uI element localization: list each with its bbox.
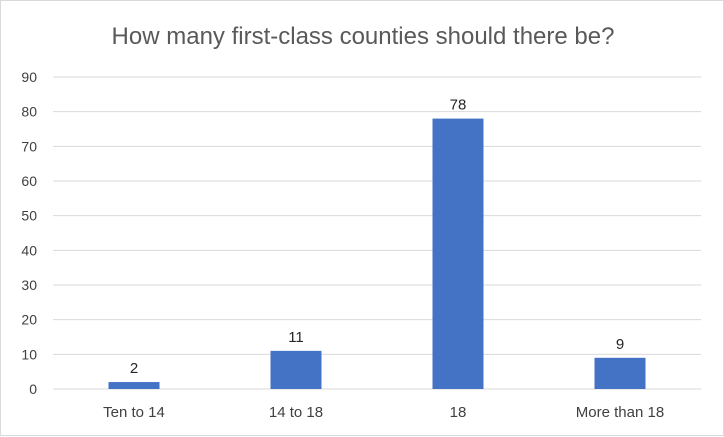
- y-tick-label: 0: [29, 381, 37, 397]
- y-tick-label: 90: [21, 69, 37, 85]
- data-label: 78: [450, 97, 467, 114]
- data-label: 11: [288, 329, 304, 346]
- category-label: More than 18: [576, 404, 664, 421]
- data-labels: 2 11 78 9: [130, 97, 624, 377]
- bar: [270, 350, 322, 389]
- category-labels: Ten to 14 14 to 18 18 More than 18: [103, 404, 664, 421]
- data-label: 2: [130, 360, 138, 377]
- y-tick-label: 40: [21, 242, 37, 258]
- y-tick-label: 10: [21, 346, 37, 362]
- category-label: 14 to 18: [269, 404, 323, 421]
- chart-title: How many first-class counties should the…: [112, 23, 615, 50]
- y-tick-label: 30: [21, 277, 37, 293]
- y-tick-label: 80: [21, 104, 37, 120]
- bar: [594, 357, 646, 389]
- y-axis-ticks: 0 10 20 30 40 50 60 70 80 90: [21, 69, 37, 397]
- category-label: Ten to 14: [103, 404, 165, 421]
- y-tick-label: 60: [21, 173, 37, 189]
- y-tick-label: 50: [21, 208, 37, 224]
- y-tick-label: 20: [21, 312, 37, 328]
- bar: [432, 118, 484, 389]
- y-tick-label: 70: [21, 138, 37, 154]
- category-label: 18: [450, 404, 467, 421]
- bar: [108, 382, 160, 389]
- gridlines: [53, 76, 701, 390]
- data-label: 9: [616, 336, 624, 353]
- bars: [108, 118, 646, 389]
